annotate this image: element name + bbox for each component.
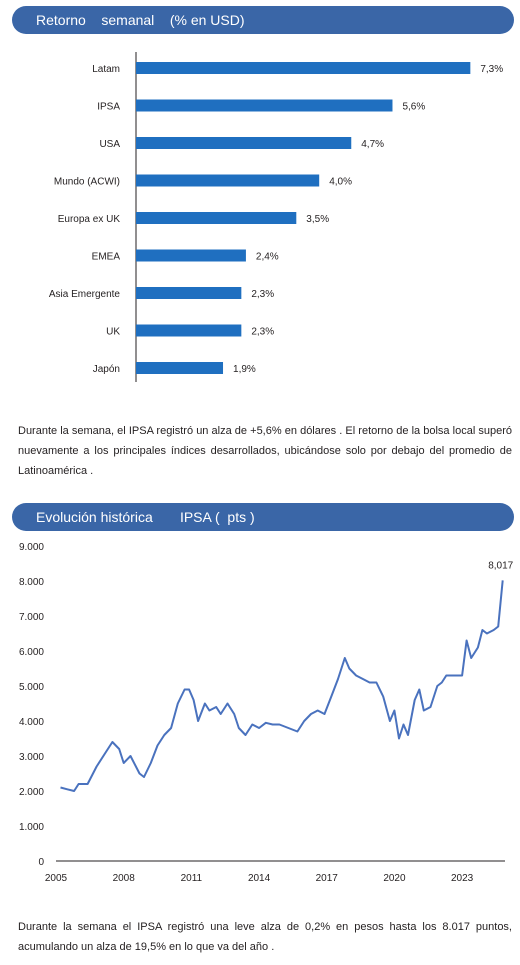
bar-value-label: 4,7% (361, 139, 384, 150)
x-tick-label: 2008 (113, 873, 136, 884)
section-title-evolucion-historica: Evolución histórica IPSA ( pts ) (12, 503, 514, 531)
last-value-annotation: 8,017 (488, 560, 513, 571)
bar-8 (136, 362, 224, 374)
bar-value-label: 3,5% (306, 214, 329, 225)
y-tick-label: 6.000 (19, 647, 44, 658)
bar-category-label: Mundo (ACWI) (54, 177, 120, 188)
bar-value-label: 2,3% (251, 327, 274, 338)
x-tick-label: 2020 (383, 873, 406, 884)
y-tick-label: 4.000 (19, 717, 44, 728)
bar-category-label: Latam (92, 64, 120, 75)
bar-category-label: UK (106, 327, 120, 338)
bar-4 (136, 212, 297, 224)
y-tick-label: 3.000 (19, 752, 44, 763)
bar-value-label: 2,4% (256, 252, 279, 263)
bar-value-label: 5,6% (402, 102, 425, 113)
bar-category-label: Europa ex UK (58, 214, 121, 225)
x-tick-label: 2005 (45, 873, 68, 884)
bar-1 (136, 99, 393, 112)
y-tick-label: 8.000 (19, 577, 44, 588)
bar-category-label: Asia Emergente (49, 289, 121, 300)
weekly-return-bar-chart: Latam 7,3% IPSA 5,6% USA 4,7% Mundo (ACWI) 4,0%… (49, 52, 503, 382)
y-tick-label: 5.000 (19, 682, 44, 693)
bar-category-label: EMEA (92, 252, 121, 263)
x-tick-label: 2011 (181, 873, 203, 884)
bar-5 (136, 249, 246, 262)
bar-value-label: 7,3% (480, 64, 503, 75)
ipsa-series-line (60, 580, 504, 792)
bar-7 (136, 324, 242, 337)
y-tick-label: 7.000 (19, 612, 44, 623)
bar-category-label: IPSA (97, 102, 120, 113)
bar-0 (136, 62, 471, 74)
section-title-retorno-semanal: Retorno semanal (% en USD) (12, 6, 514, 34)
bar-category-label: Japón (93, 364, 120, 375)
bar-3 (136, 174, 320, 187)
bar-category-label: USA (99, 139, 120, 150)
weekly-return-commentary: Durante la semana, el IPSA registró un a… (18, 425, 512, 477)
y-tick-label: 9.000 (19, 542, 44, 553)
bar-6 (136, 287, 242, 299)
bar-value-label: 4,0% (329, 177, 352, 188)
bar-value-label: 1,9% (233, 364, 256, 375)
bar-2 (136, 137, 352, 149)
y-tick-label: 2.000 (19, 787, 44, 798)
x-tick-label: 2023 (451, 873, 474, 884)
x-tick-label: 2017 (316, 873, 339, 884)
y-tick-label: 0 (38, 857, 44, 868)
bar-value-label: 2,3% (251, 289, 274, 300)
y-tick-label: 1.000 (19, 822, 44, 833)
ipsa-history-commentary: Durante la semana el IPSA registró una l… (18, 921, 512, 953)
ipsa-history-line-chart: 0 1.000 2.000 3.000 4.000 5.000 6.000 7.000 8.00… (19, 542, 514, 884)
x-tick-label: 2014 (248, 873, 271, 884)
